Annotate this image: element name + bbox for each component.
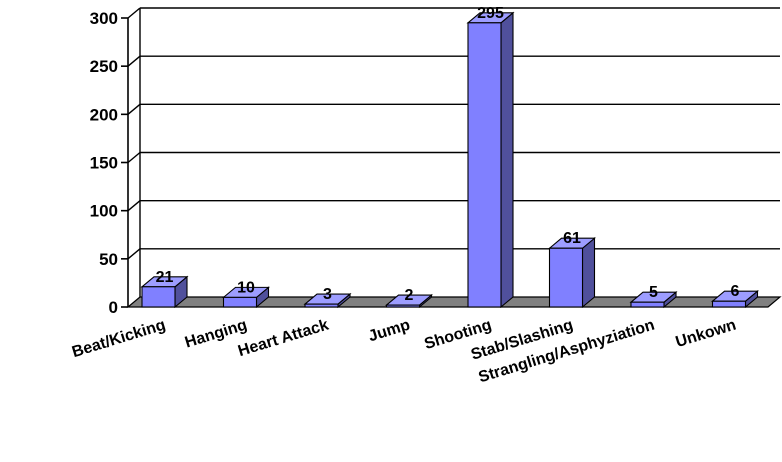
bar-side <box>581 237 596 309</box>
gridline-side <box>127 55 141 67</box>
gridlines <box>127 7 780 297</box>
bar <box>221 286 271 309</box>
bar <box>466 11 515 309</box>
y-tick-label: 200 <box>90 105 118 124</box>
y-tick-label: 150 <box>90 154 118 173</box>
bar <box>384 293 434 309</box>
y-tick-label: 50 <box>99 250 118 269</box>
category-label: Jump <box>366 317 412 346</box>
data-labels: 21 10 3 2 295 61 5 6 <box>156 5 740 304</box>
bar-front <box>141 286 176 308</box>
gridline-side <box>127 151 141 164</box>
gridline-side <box>127 248 141 260</box>
bar <box>547 237 597 309</box>
bar-front <box>548 247 584 308</box>
y-tick-label: 250 <box>90 57 118 76</box>
data-label: 5 <box>649 284 658 301</box>
category-label: Beat/Kicking <box>70 317 168 362</box>
bar-front <box>467 22 502 308</box>
gridline-side <box>127 7 141 19</box>
category-label: Heart Attack <box>236 317 331 361</box>
data-label: 10 <box>237 279 255 296</box>
data-label: 2 <box>405 287 414 304</box>
y-tick-label: 100 <box>90 202 118 221</box>
data-label: 295 <box>477 5 504 22</box>
bar-front <box>630 301 665 308</box>
data-label: 3 <box>323 286 332 303</box>
gridline-side <box>127 200 141 212</box>
data-label: 6 <box>731 283 740 300</box>
bar-front <box>711 300 747 308</box>
y-axis: 0 50 100 150 200 250 300 <box>90 9 129 317</box>
bar-side <box>500 11 514 309</box>
bar <box>140 275 189 309</box>
category-label: Unkown <box>674 317 738 351</box>
y-tick-label: 300 <box>90 9 118 28</box>
data-label: 61 <box>563 230 581 247</box>
bar <box>629 291 678 309</box>
gridline-side <box>127 103 141 115</box>
bars <box>140 11 760 309</box>
bar <box>710 290 760 309</box>
bar-front <box>304 303 339 308</box>
bar-front <box>385 304 421 308</box>
y-tick-label: 0 <box>109 298 118 317</box>
bar-front <box>222 296 258 308</box>
data-label: 21 <box>156 269 174 286</box>
bar <box>303 292 352 309</box>
